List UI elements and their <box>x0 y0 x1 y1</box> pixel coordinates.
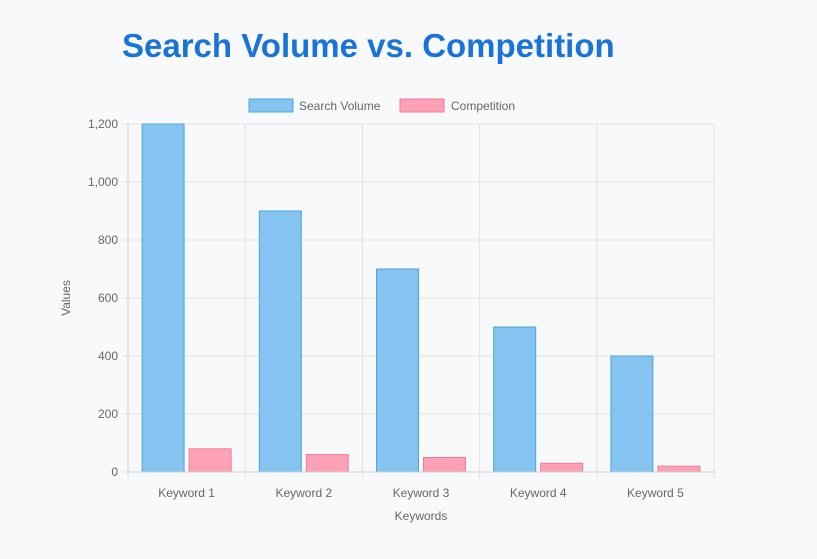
x-tick-label: Keyword 1 <box>158 486 215 500</box>
chart-title: Search Volume vs. Competition <box>122 27 615 64</box>
x-tick-label: Keyword 3 <box>393 486 450 500</box>
y-tick-label: 1,000 <box>88 175 118 189</box>
bar-search-volume-keyword-3[interactable] <box>376 268 419 473</box>
legend-label-competition: Competition <box>451 99 515 113</box>
y-tick-label: 400 <box>98 349 118 363</box>
bar-competition-keyword-2[interactable] <box>305 454 349 473</box>
y-axis-label: Values <box>59 280 73 316</box>
legend-item-search-volume[interactable]: Search Volume <box>248 98 381 113</box>
y-tick-label: 600 <box>98 291 118 305</box>
y-tick-label: 1,200 <box>88 117 118 131</box>
y-tick-label: 800 <box>98 233 118 247</box>
legend-item-competition[interactable]: Competition <box>399 98 515 113</box>
bar-competition-keyword-5[interactable] <box>657 465 701 473</box>
y-tick-label: 0 <box>111 465 118 479</box>
legend-swatch-search-volume <box>248 98 294 113</box>
bar-competition-keyword-3[interactable] <box>423 457 466 473</box>
x-tick-label: Keyword 5 <box>627 486 684 500</box>
bar-search-volume-keyword-5[interactable] <box>610 355 654 473</box>
bars-layer <box>141 123 701 473</box>
x-tick-label: Keyword 4 <box>510 486 567 500</box>
bar-competition-keyword-4[interactable] <box>540 462 584 473</box>
axes-layer: 0 200 400 600 800 1,000 1,200 Keyword 1 Keyword … <box>88 117 714 500</box>
legend-label-search-volume: Search Volume <box>299 99 381 113</box>
y-tick-label: 200 <box>98 407 118 421</box>
bar-search-volume-keyword-2[interactable] <box>258 210 302 473</box>
bar-competition-keyword-1[interactable] <box>188 448 232 473</box>
bar-search-volume-keyword-1[interactable] <box>141 123 185 473</box>
bar-search-volume-keyword-4[interactable] <box>493 326 537 473</box>
legend-swatch-competition <box>399 98 445 113</box>
x-tick-label: Keyword 2 <box>275 486 332 500</box>
legend: Search Volume Competition <box>248 98 515 113</box>
x-axis-label: Keywords <box>395 509 448 523</box>
